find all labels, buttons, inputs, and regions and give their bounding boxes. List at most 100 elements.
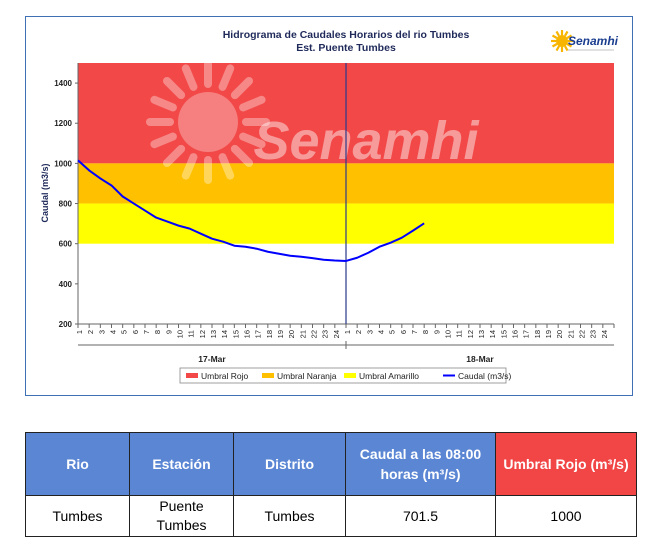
x-tick-label: 6 [131,330,140,334]
x-tick-label: 23 [589,330,598,338]
header-caudal: Caudal a las 08:00 horas (m³/s) [345,432,496,496]
watermark-ray [230,76,254,100]
legend-label: Umbral Amarillo [359,371,419,381]
logo-ray [551,34,558,39]
x-tick-label: 15 [231,330,240,338]
chart-subtitle: Est. Puente Tumbes [296,42,396,54]
watermark-ray [218,153,235,180]
x-tick-label: 15 [499,330,508,338]
x-tick-label: 12 [466,330,475,338]
cell-umbral-rojo: 1000 [495,495,637,537]
x-tick-label: 18 [533,330,542,338]
logo-sun-icon [556,35,568,47]
x-tick-label: 20 [555,330,564,338]
x-tick-label: 13 [477,330,486,338]
legend-swatch [186,373,198,378]
y-tick-label: 400 [59,280,73,289]
legend-swatch [344,373,356,378]
x-tick-label: 1 [75,330,84,334]
watermark-ray [162,76,186,100]
watermark-ray [181,64,198,91]
header-umbral-rojo: Umbral Rojo (m³/s) [495,432,637,496]
logo-ray [566,43,573,48]
header-distrito: Distrito [233,432,346,496]
x-tick-label: 23 [321,330,330,338]
logo-ray [564,30,569,37]
legend-label: Caudal (m3/s) [458,371,512,381]
x-tick-label: 8 [421,330,430,334]
x-tick-label: 10 [175,330,184,338]
cell-caudal: 701.5 [345,495,496,537]
logo-text: Senamhi [568,34,619,48]
x-tick-label: 1 [343,330,352,334]
watermark-ray [230,144,254,168]
x-tick-label: 19 [276,330,285,338]
x-tick-label: 9 [164,330,173,334]
watermark-text: Senamhi [253,111,479,171]
x-tick-label: 14 [488,330,497,338]
table-header-row: Rio Estación Distrito Caudal a las 08:00… [25,432,637,496]
x-tick-label: 24 [600,330,609,338]
cell-rio: Tumbes [25,495,130,537]
x-tick-label: 7 [142,330,151,334]
x-tick-label: 7 [410,330,419,334]
x-tick-label: 17 [254,330,263,338]
x-tick-label: 21 [298,330,307,338]
y-tick-label: 1200 [54,119,72,128]
legend-box [179,367,507,384]
x-tick-label: 3 [365,330,374,334]
logo-ray [566,34,573,39]
x-tick-label: 18 [265,330,274,338]
x-tick-label: 22 [309,330,318,338]
x-tick-label: 12 [198,330,207,338]
watermark-ray [162,144,186,168]
watermark-ray [150,95,177,112]
x-tick-label: 5 [388,330,397,334]
x-tick-label: 3 [97,330,106,334]
x-tick-label: 2 [86,330,95,334]
y-axis-label: Caudal (m3/s) [40,163,50,222]
watermark-ray [150,132,177,149]
x-tick-label: 19 [544,330,553,338]
x-tick-label: 21 [566,330,575,338]
cell-estacion: Puente Tumbes [129,495,234,537]
x-tick-label: 13 [209,330,218,338]
x-tick-label: 17 [522,330,531,338]
logo-ray [564,45,569,52]
chart-title: Hidrograma de Caudales Horarios del rio … [223,29,470,41]
x-tick-label: 16 [510,330,519,338]
legend-label: Umbral Naranja [277,371,337,381]
x-tick-label: 11 [455,330,464,338]
summary-table: Rio Estación Distrito Caudal a las 08:00… [25,432,637,537]
watermark-ray [239,132,266,149]
series-line-caudal [77,159,425,262]
header-estacion: Estación [129,432,234,496]
hydrograph-chart: Hidrograma de Caudales Horarios del rio … [40,29,619,384]
x-tick-label: 24 [332,330,341,338]
logo-ray [555,45,560,52]
x-tick-label: 5 [120,330,129,334]
x-tick-label: 2 [354,330,363,334]
x-tick-label: 8 [153,330,162,334]
logo-ray [555,30,560,37]
x-tick-label: 22 [577,330,586,338]
logo-ray [551,43,558,48]
legend-swatch [262,373,274,378]
x-tick-label: 4 [376,330,385,334]
y-tick-label: 800 [59,200,73,209]
x-tick-label: 4 [108,330,117,334]
x-tick-label: 11 [187,330,196,338]
x-tick-label: 20 [287,330,296,338]
y-tick-label: 200 [59,320,73,329]
cell-distrito: Tumbes [233,495,346,537]
y-tick-label: 600 [59,240,73,249]
watermark-ray [218,64,235,91]
x-tick-label: 14 [220,330,229,338]
legend-label: Umbral Rojo [201,371,249,381]
watermark-ray [239,95,266,112]
watermark-sun-icon [178,92,238,152]
x-tick-label: 10 [443,330,452,338]
watermark-ray [181,153,198,180]
x-tick-label: 9 [432,330,441,334]
y-tick-label: 1000 [54,159,72,168]
